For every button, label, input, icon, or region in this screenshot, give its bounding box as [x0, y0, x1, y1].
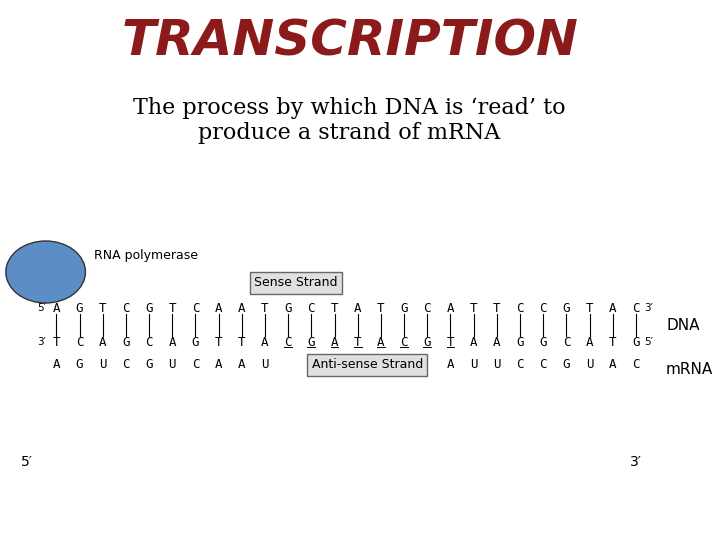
Text: G: G — [76, 301, 84, 314]
Text: G: G — [307, 335, 315, 348]
Text: G: G — [145, 301, 153, 314]
Text: 3′: 3′ — [644, 303, 653, 313]
Text: A: A — [168, 335, 176, 348]
Text: RNA polymerase: RNA polymerase — [94, 249, 198, 262]
Text: G: G — [562, 301, 570, 314]
Text: A: A — [446, 359, 454, 372]
Text: U: U — [168, 359, 176, 372]
Text: T: T — [446, 335, 454, 348]
Text: G: G — [284, 301, 292, 314]
Text: T: T — [354, 335, 361, 348]
Text: C: C — [516, 301, 524, 314]
Text: A: A — [609, 359, 616, 372]
Text: Sense Strand: Sense Strand — [254, 276, 338, 289]
Text: G: G — [192, 335, 199, 348]
Text: mRNA: mRNA — [666, 362, 714, 377]
Text: C: C — [632, 359, 640, 372]
Text: T: T — [53, 335, 60, 348]
Text: U: U — [99, 359, 107, 372]
Text: T: T — [377, 301, 384, 314]
Text: G: G — [562, 359, 570, 372]
Text: G: G — [122, 335, 130, 348]
Ellipse shape — [6, 241, 86, 303]
Text: C: C — [539, 359, 547, 372]
Text: T: T — [238, 335, 246, 348]
Text: T: T — [470, 301, 477, 314]
Text: T: T — [609, 335, 616, 348]
Text: C: C — [307, 301, 315, 314]
Text: C: C — [145, 335, 153, 348]
Text: 5′: 5′ — [37, 303, 47, 313]
Text: C: C — [562, 335, 570, 348]
Text: U: U — [261, 359, 269, 372]
Text: G: G — [539, 335, 547, 348]
Text: G: G — [516, 335, 524, 348]
Text: T: T — [586, 301, 593, 314]
Text: Anti-sense Strand: Anti-sense Strand — [312, 359, 423, 372]
Text: The process by which DNA is ‘read’ to: The process by which DNA is ‘read’ to — [133, 97, 566, 119]
Text: T: T — [330, 301, 338, 314]
Text: C: C — [122, 359, 130, 372]
Text: U: U — [493, 359, 500, 372]
Text: 5′: 5′ — [22, 455, 33, 469]
Text: produce a strand of mRNA: produce a strand of mRNA — [199, 122, 500, 144]
Text: C: C — [284, 335, 292, 348]
Text: A: A — [330, 335, 338, 348]
Text: U: U — [470, 359, 477, 372]
Text: C: C — [76, 335, 84, 348]
Text: T: T — [215, 335, 222, 348]
Text: A: A — [53, 301, 60, 314]
Text: T: T — [493, 301, 500, 314]
Text: G: G — [145, 359, 153, 372]
Text: A: A — [354, 301, 361, 314]
Text: A: A — [609, 301, 616, 314]
Text: 5′: 5′ — [644, 337, 653, 347]
Text: A: A — [446, 301, 454, 314]
Text: A: A — [470, 335, 477, 348]
Text: A: A — [493, 335, 500, 348]
Text: C: C — [423, 301, 431, 314]
Text: A: A — [238, 301, 246, 314]
Text: A: A — [215, 359, 222, 372]
Text: C: C — [539, 301, 547, 314]
Text: A: A — [99, 335, 107, 348]
Text: A: A — [53, 359, 60, 372]
Text: T: T — [261, 301, 269, 314]
Text: 3′: 3′ — [37, 337, 47, 347]
Text: A: A — [238, 359, 246, 372]
Text: C: C — [192, 301, 199, 314]
Text: G: G — [632, 335, 640, 348]
Text: G: G — [423, 335, 431, 348]
Text: A: A — [377, 335, 384, 348]
Text: A: A — [586, 335, 593, 348]
Text: C: C — [192, 359, 199, 372]
Text: T: T — [168, 301, 176, 314]
Text: A: A — [215, 301, 222, 314]
Text: U: U — [586, 359, 593, 372]
Text: G: G — [76, 359, 84, 372]
Text: T: T — [99, 301, 107, 314]
Text: C: C — [516, 359, 524, 372]
Text: DNA: DNA — [666, 318, 700, 333]
Text: 3′: 3′ — [630, 455, 642, 469]
Text: C: C — [632, 301, 640, 314]
Text: A: A — [261, 335, 269, 348]
Text: C: C — [122, 301, 130, 314]
Text: G: G — [400, 301, 408, 314]
Text: C: C — [400, 335, 408, 348]
Text: TRANSCRIPTION: TRANSCRIPTION — [121, 18, 578, 66]
